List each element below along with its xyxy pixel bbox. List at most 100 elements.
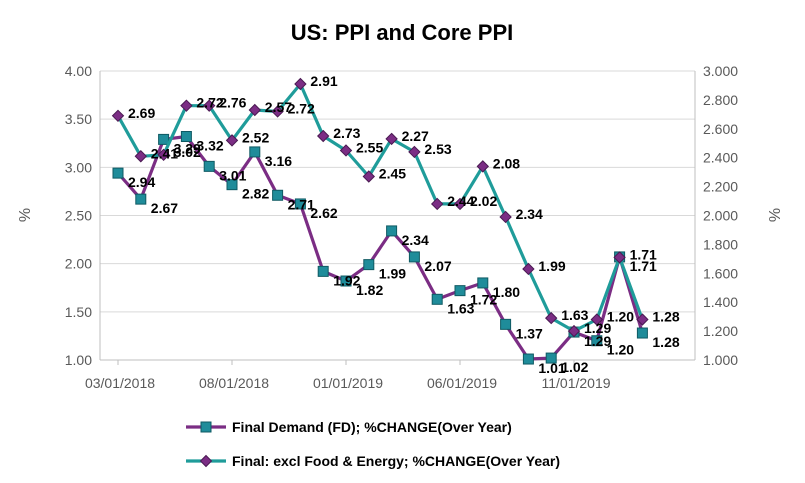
legend-entry-2: Final: excl Food & Energy; %CHANGE(Over … (232, 453, 560, 469)
series-1-marker (272, 189, 284, 201)
series-2-data-label: 2.27 (402, 128, 429, 144)
series-2-marker (339, 144, 353, 157)
x-tick-label: 08/01/2018 (199, 375, 269, 391)
x-tick-label: 03/01/2018 (85, 375, 155, 391)
series-2-marker (294, 77, 307, 91)
series-2-marker (362, 170, 376, 183)
x-tick-label: 01/01/2019 (313, 375, 383, 391)
series-2-data-label: 2.72 (288, 100, 315, 116)
series-1-data-label: 3.01 (219, 167, 246, 183)
series-2-marker (385, 132, 398, 146)
series-1-data-label: 1.80 (493, 284, 520, 300)
y-right-tick-label: 1.000 (703, 352, 738, 368)
series-2-marker (430, 197, 444, 211)
series-1-data-label: 1.82 (356, 282, 383, 298)
y-left-tick-label: 2.50 (65, 208, 92, 224)
y-right-tick-label: 1.200 (703, 323, 738, 339)
series-1-data-label: 1.02 (561, 359, 588, 375)
series-1-data-label: 1.72 (470, 292, 497, 308)
series-2-marker (476, 160, 490, 173)
series-1-marker (203, 160, 215, 172)
series-2-marker (225, 134, 239, 147)
series-1-data-label: 1.20 (607, 342, 634, 358)
legend-marker-square (200, 421, 212, 433)
series-2-marker (590, 313, 604, 326)
series-2-data-label: 2.44 (447, 193, 474, 209)
series-2-marker (567, 324, 581, 338)
y-right-tick-label: 2.200 (703, 179, 738, 195)
y-left-axis-title: % (17, 208, 34, 222)
series-1-marker (340, 275, 352, 287)
series-2-data-label: 1.29 (584, 320, 611, 336)
series-2-marker (522, 262, 535, 276)
series-2-data-label: 2.52 (242, 129, 269, 145)
series-2-marker (316, 129, 330, 143)
series-2-data-label: 1.28 (652, 309, 679, 325)
series-1-marker (408, 251, 420, 263)
x-tick-label: 06/01/2019 (427, 375, 497, 391)
series-2-marker (111, 109, 125, 123)
series-2-data-label: 3.02 (174, 144, 201, 160)
series-1-marker (112, 167, 124, 179)
series-2-data-label: 2.53 (424, 141, 451, 157)
series-1-data-label: 1.99 (379, 266, 406, 282)
series-2-data-label: 2.34 (516, 206, 543, 222)
series-2-data-label: 1.99 (538, 258, 565, 274)
legend-marker-diamond (199, 454, 213, 468)
series-1-data-label: 1.01 (538, 360, 565, 376)
y-right-tick-label: 1.600 (703, 265, 738, 281)
series-2-marker (636, 313, 649, 326)
series-1-marker (477, 277, 489, 289)
series-1-data-label: 2.07 (424, 258, 451, 274)
y-right-axis-title: % (767, 208, 784, 222)
series-2-data-label: 2.45 (379, 165, 406, 181)
series-2-marker (157, 148, 170, 162)
series-1-marker (249, 146, 261, 158)
series-2-marker (202, 99, 216, 112)
x-tick-label: 11/01/2019 (541, 375, 610, 391)
y-right-tick-label: 2.000 (703, 208, 738, 224)
series-1-data-label: 2.94 (128, 174, 155, 190)
series-1-data-label: 3.16 (265, 153, 292, 169)
series-1-marker (226, 179, 238, 191)
series-2-data-label: 2.76 (219, 95, 246, 111)
series-2-data-label: 1.71 (630, 246, 657, 262)
series-2-marker (499, 210, 512, 224)
series-2-data-label: 2.41 (151, 145, 178, 161)
series-2-marker (408, 145, 421, 159)
y-right-tick-label: 2.800 (703, 92, 738, 108)
series-2-marker (271, 105, 284, 118)
y-right-tick-label: 3.000 (703, 63, 738, 79)
series-1-data-label: 3.32 (196, 138, 223, 154)
series-2-data-label: 1.20 (607, 309, 634, 325)
y-left-tick-label: 1.50 (65, 304, 92, 320)
series-1-marker (158, 133, 170, 145)
y-left-tick-label: 3.00 (65, 159, 92, 175)
series-1-data-label: 1.37 (516, 325, 543, 341)
series-2-data-label: 2.73 (333, 125, 360, 141)
series-2-data-label: 2.55 (356, 139, 383, 155)
series-1-marker (386, 225, 398, 237)
series-1-marker (363, 259, 375, 271)
series-1-marker (500, 318, 512, 330)
y-left-tick-label: 4.00 (65, 63, 92, 79)
series-1-marker (636, 327, 648, 339)
series-1-marker (180, 131, 192, 143)
series-1-marker (522, 353, 534, 365)
series-1-data-label: 1.71 (630, 258, 657, 274)
series-2-marker (544, 311, 558, 325)
series-1-marker (591, 335, 603, 347)
series-2-data-label: 2.72 (196, 95, 223, 111)
y-right-tick-label: 2.600 (703, 121, 738, 137)
chart-title: US: PPI and Core PPI (291, 20, 514, 45)
series-1-data-label: 2.62 (310, 205, 337, 221)
series-2-data-label: 2.57 (265, 99, 292, 115)
series-1-data-label: 1.63 (447, 300, 474, 316)
series-1-marker (294, 198, 306, 210)
series-2-marker (453, 197, 467, 211)
y-right-tick-label: 2.400 (703, 150, 738, 166)
series-1-data-label: 1.28 (652, 334, 679, 350)
series-2-data-label: 2.69 (128, 105, 155, 121)
series-1-data-label: 2.71 (288, 196, 315, 212)
